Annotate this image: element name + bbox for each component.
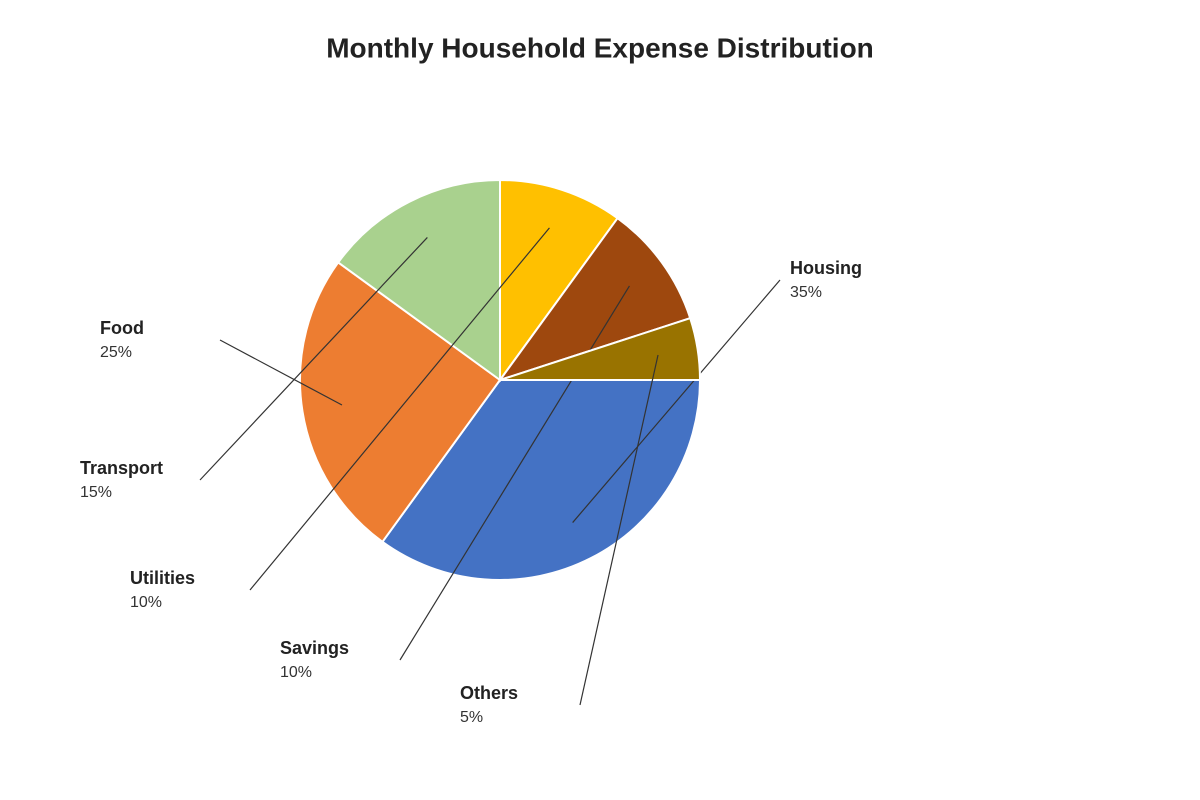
- pie-slice: [497, 216, 692, 382]
- pie-slice: [499, 178, 619, 384]
- chart-title: Monthly Household Expense Distribution: [326, 32, 874, 63]
- slice-value-label: 10%: [130, 594, 162, 611]
- slice-label: Others: [460, 683, 518, 703]
- leader-line: [219, 339, 343, 406]
- slice-value-label: 5%: [460, 709, 483, 726]
- leader-line: [579, 354, 659, 706]
- pie-slice: [381, 379, 702, 581]
- slice-value-label: 10%: [280, 664, 312, 681]
- leader-line: [572, 279, 781, 523]
- slice-value-label: 35%: [790, 284, 822, 301]
- slice-label: Housing: [790, 258, 862, 278]
- pie-slice: [336, 178, 501, 382]
- slice-value-label: 25%: [100, 344, 132, 361]
- slice-value-label: 15%: [80, 484, 112, 501]
- leader-line: [399, 285, 630, 661]
- leader-line: [199, 237, 428, 481]
- pie-slice: [299, 261, 502, 544]
- slice-label: Transport: [80, 458, 163, 478]
- slice-label: Savings: [280, 638, 349, 658]
- leader-line: [249, 227, 550, 591]
- slice-label: Food: [100, 318, 144, 338]
- slice-label: Utilities: [130, 568, 195, 588]
- pie-slice: [499, 316, 702, 381]
